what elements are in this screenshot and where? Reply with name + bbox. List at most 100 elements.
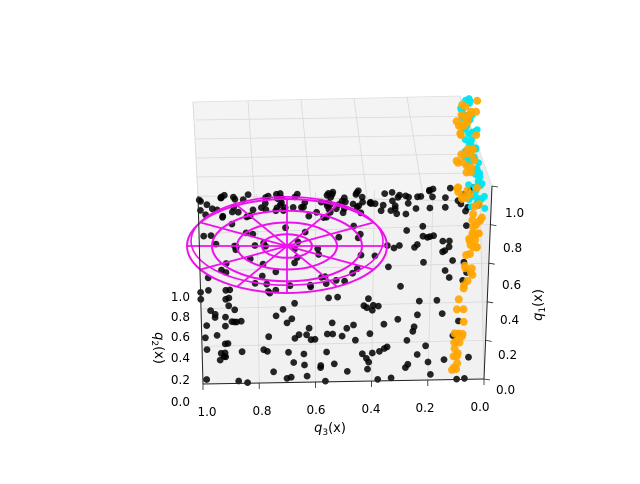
z-axis-label-tail: (x) — [151, 346, 166, 364]
x-tick-label: 0.4 — [361, 402, 380, 416]
black-point — [339, 333, 346, 340]
black-point — [427, 371, 434, 378]
black-point — [404, 337, 411, 344]
z-axis-label: q2(x) — [149, 332, 166, 364]
black-point — [359, 194, 366, 201]
black-point — [461, 375, 468, 382]
y-tick — [487, 302, 493, 303]
z-tick-label: 0.6 — [171, 330, 190, 344]
orange-point — [456, 129, 464, 137]
black-point — [369, 350, 376, 357]
x-tick-label: 1.0 — [197, 405, 216, 419]
black-point — [225, 302, 232, 309]
orange-point — [451, 345, 459, 353]
black-point — [396, 192, 403, 199]
orange-point — [454, 188, 462, 196]
black-point — [301, 362, 308, 369]
black-point — [239, 348, 246, 355]
black-point — [397, 283, 404, 290]
y-tick-label: 0.8 — [503, 241, 522, 255]
orange-point — [473, 97, 481, 105]
black-point — [250, 207, 257, 214]
black-point — [463, 222, 470, 229]
black-point — [212, 314, 219, 321]
orange-point — [473, 184, 481, 192]
x-tick-label: 0.6 — [306, 403, 325, 417]
black-point — [303, 331, 310, 338]
black-point — [203, 322, 210, 329]
black-point — [414, 351, 421, 358]
black-point — [225, 340, 232, 347]
z-tick-label: 0.8 — [171, 310, 190, 324]
black-point — [291, 300, 298, 307]
black-point — [340, 209, 347, 216]
black-point — [426, 188, 433, 195]
black-point — [325, 295, 332, 302]
black-point — [446, 243, 453, 250]
black-point — [264, 348, 271, 355]
black-point — [446, 238, 453, 245]
black-point — [280, 306, 287, 313]
orange-point — [462, 103, 470, 111]
orange-point — [461, 262, 469, 270]
black-point — [335, 234, 342, 241]
y-tick-label: 0.4 — [500, 313, 519, 327]
black-point — [442, 267, 449, 274]
black-point — [323, 349, 330, 356]
black-point — [214, 332, 221, 339]
black-point — [442, 194, 449, 201]
black-point — [204, 201, 211, 208]
black-point — [394, 316, 401, 323]
black-point — [427, 233, 434, 240]
orange-point — [470, 156, 478, 164]
black-point — [270, 368, 277, 375]
black-point — [419, 223, 426, 230]
y-tick — [489, 263, 495, 264]
black-point — [411, 244, 418, 251]
black-point — [429, 194, 436, 201]
black-point — [222, 323, 229, 330]
black-point — [364, 366, 371, 373]
black-point — [245, 191, 252, 198]
z-axis-label-main: q — [151, 332, 166, 340]
black-point — [205, 287, 212, 294]
black-point — [222, 314, 229, 321]
black-point — [404, 361, 411, 368]
y-tick-label: 0.0 — [496, 383, 515, 397]
black-point — [367, 330, 374, 337]
orange-point — [468, 145, 476, 153]
black-point — [374, 376, 381, 383]
y-axis-label-tail: (x) — [531, 289, 546, 307]
orange-point — [459, 330, 467, 338]
black-point — [396, 242, 403, 249]
x-tick-label: 0.2 — [415, 401, 434, 415]
z-tick-label: 1.0 — [171, 290, 190, 304]
orange-point — [471, 236, 479, 244]
y-tick — [484, 379, 490, 380]
black-point — [365, 295, 372, 302]
black-point — [325, 190, 332, 197]
x-axis-label-main: q — [314, 421, 322, 436]
black-point — [219, 213, 226, 220]
black-point — [288, 374, 295, 381]
black-point — [370, 302, 377, 309]
black-point — [441, 356, 448, 363]
orange-point — [452, 365, 460, 373]
black-point — [389, 189, 396, 196]
black-point — [235, 209, 242, 216]
black-point — [231, 306, 238, 313]
orange-point — [467, 168, 475, 176]
black-point — [411, 323, 418, 330]
black-point — [384, 344, 391, 351]
z-tick-label: 0.0 — [171, 395, 190, 409]
black-point — [306, 325, 313, 332]
black-point — [196, 197, 203, 204]
black-point — [329, 320, 336, 327]
y-axis-label-main: q — [531, 313, 546, 321]
black-point — [350, 322, 357, 329]
x-axis-label-tail: (x) — [328, 421, 346, 436]
z-tick-label: 0.4 — [171, 351, 190, 365]
black-point — [367, 199, 374, 206]
black-point — [273, 313, 280, 320]
